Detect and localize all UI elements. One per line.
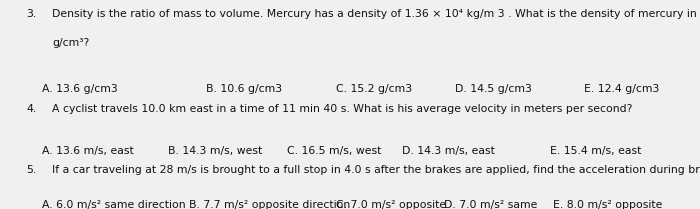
Text: E. 15.4 m/s, east: E. 15.4 m/s, east — [550, 146, 641, 156]
Text: B. 7.7 m/s² opposite direction: B. 7.7 m/s² opposite direction — [189, 200, 350, 209]
Text: D. 7.0 m/s² same: D. 7.0 m/s² same — [444, 200, 538, 209]
Text: C. 7.0 m/s² opposite: C. 7.0 m/s² opposite — [336, 200, 446, 209]
Text: If a car traveling at 28 m/s is brought to a full stop in 4.0 s after the brakes: If a car traveling at 28 m/s is brought … — [52, 165, 700, 175]
Text: 3.: 3. — [27, 9, 37, 19]
Text: E. 8.0 m/s² opposite: E. 8.0 m/s² opposite — [553, 200, 662, 209]
Text: C. 15.2 g/cm3: C. 15.2 g/cm3 — [336, 84, 412, 94]
Text: D. 14.3 m/s, east: D. 14.3 m/s, east — [402, 146, 496, 156]
Text: 5.: 5. — [27, 165, 37, 175]
Text: A. 13.6 g/cm3: A. 13.6 g/cm3 — [42, 84, 118, 94]
Text: A cyclist travels 10.0 km east in a time of 11 min 40 s. What is his average vel: A cyclist travels 10.0 km east in a time… — [52, 104, 633, 115]
Text: D. 14.5 g/cm3: D. 14.5 g/cm3 — [455, 84, 532, 94]
Text: B. 14.3 m/s, west: B. 14.3 m/s, west — [168, 146, 262, 156]
Text: g/cm³?: g/cm³? — [52, 38, 90, 48]
Text: A. 13.6 m/s, east: A. 13.6 m/s, east — [42, 146, 134, 156]
Text: C. 16.5 m/s, west: C. 16.5 m/s, west — [287, 146, 382, 156]
Text: A. 6.0 m/s² same direction: A. 6.0 m/s² same direction — [42, 200, 186, 209]
Text: 4.: 4. — [27, 104, 37, 115]
Text: Density is the ratio of mass to volume. Mercury has a density of 1.36 × 10⁴ kg/m: Density is the ratio of mass to volume. … — [52, 9, 700, 19]
Text: E. 12.4 g/cm3: E. 12.4 g/cm3 — [584, 84, 660, 94]
Text: B. 10.6 g/cm3: B. 10.6 g/cm3 — [206, 84, 283, 94]
